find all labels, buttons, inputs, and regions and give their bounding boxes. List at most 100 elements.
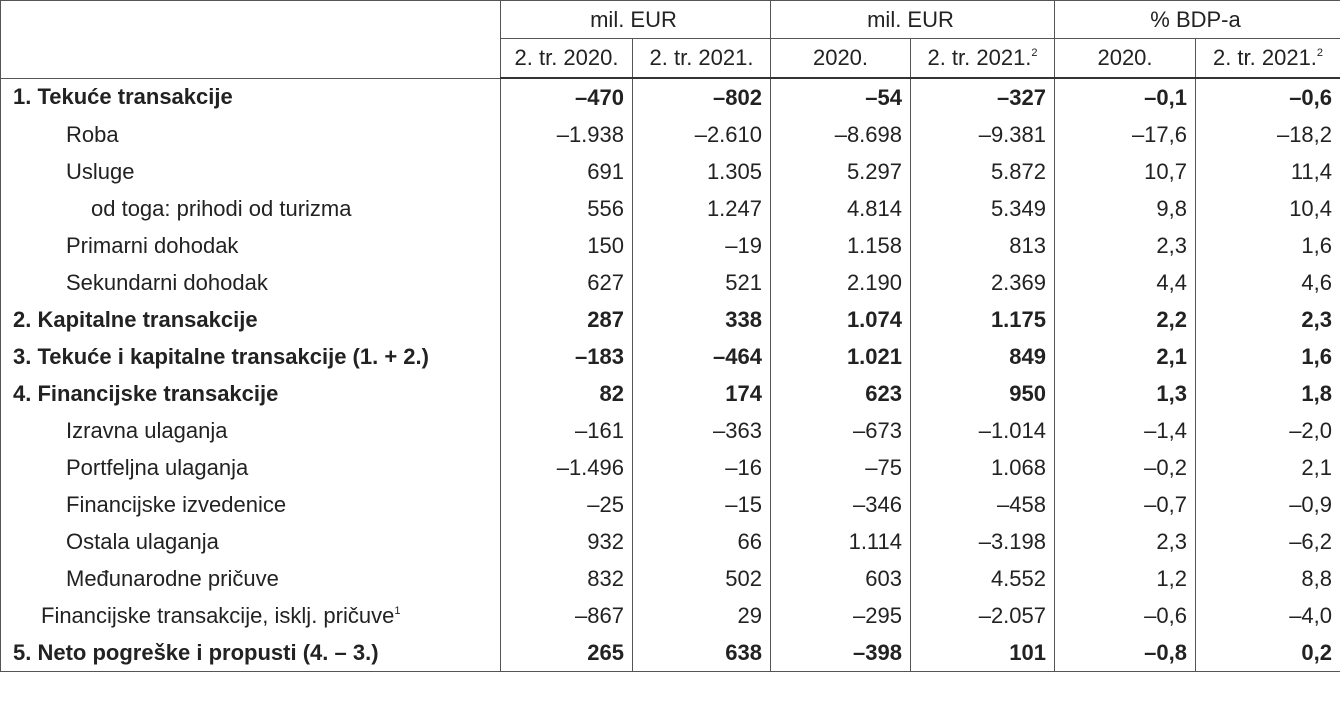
value-cell: –2.610 — [632, 116, 771, 153]
data-row: Primarni dohodak 150 –19 1.158 813 2,3 1,6 — [0, 227, 1340, 264]
value-cell: 82 — [500, 375, 633, 412]
row-label-text: 2. Kapitalne transakcije — [13, 306, 258, 332]
data-row: 3. Tekuće i kapitalne transakcije (1. + … — [0, 338, 1340, 375]
value-cell: –470 — [500, 78, 633, 116]
value-cell: –0,2 — [1054, 449, 1196, 486]
value-cell: 66 — [632, 523, 771, 560]
value-cell: –9.381 — [910, 116, 1055, 153]
row-label: 5. Neto pogreške i propusti (4. – 3.) — [0, 634, 501, 672]
value-cell: 2.190 — [770, 264, 911, 301]
value-cell: 603 — [770, 560, 911, 597]
value-cell: 1,8 — [1194, 375, 1340, 412]
column-header-text: 2. tr. 2021. — [927, 45, 1032, 70]
column-header-text: 2. tr. 2021. — [649, 45, 754, 70]
row-label: 1. Tekuće transakcije — [0, 78, 501, 116]
value-cell: 932 — [500, 523, 633, 560]
balance-table: mil. EUR mil. EUR% BDP-a 2. tr. 2020. 2. tr… — [0, 0, 1340, 672]
column-header: 2. tr. 2021.2 — [910, 38, 1055, 79]
column-header-text: 2. tr. 2021. — [1212, 45, 1317, 70]
value-cell: 1,3 — [1054, 375, 1196, 412]
group-header: mil. EUR — [500, 0, 771, 39]
row-label-text: od toga: prihodi od turizma — [91, 195, 352, 221]
row-label-text: Izravna ulaganja — [66, 417, 228, 443]
value-cell: 1.175 — [910, 301, 1055, 338]
value-cell: –1.938 — [500, 116, 633, 153]
value-cell: –1.496 — [500, 449, 633, 486]
value-cell: –15 — [632, 486, 771, 523]
value-cell: 627 — [500, 264, 633, 301]
value-cell: 1.305 — [632, 153, 771, 190]
value-cell: 2,2 — [1054, 301, 1196, 338]
value-cell: 4,6 — [1194, 264, 1340, 301]
data-row: Usluge 691 1.305 5.297 5.872 10,7 11,4 — [0, 153, 1340, 190]
column-header-text: 2020. — [812, 45, 869, 70]
value-cell: 10,4 — [1194, 190, 1340, 227]
value-cell: –18,2 — [1194, 116, 1340, 153]
row-label: Međunarodne pričuve — [0, 560, 501, 597]
value-cell: –398 — [770, 634, 911, 672]
value-cell: 832 — [500, 560, 633, 597]
value-cell: –0,6 — [1054, 597, 1196, 634]
column-header: 2. tr. 2021.2 — [1194, 38, 1340, 79]
data-row: Sekundarni dohodak 627 521 2.190 2.369 4,4 4,6 — [0, 264, 1340, 301]
row-label-text: Usluge — [66, 158, 135, 184]
value-cell: 174 — [632, 375, 771, 412]
value-cell: 4.814 — [770, 190, 911, 227]
value-cell: 5.297 — [770, 153, 911, 190]
value-cell: 1.247 — [632, 190, 771, 227]
value-cell: –8.698 — [770, 116, 911, 153]
row-label-text: 4. Financijske transakcije — [13, 380, 279, 406]
row-label-text: Financijske izvedenice — [66, 491, 287, 517]
value-cell: 0,2 — [1194, 634, 1340, 672]
row-label: 4. Financijske transakcije — [0, 375, 501, 412]
row-label: Usluge — [0, 153, 501, 190]
data-row: Ostala ulaganja 932 66 1.114 –3.198 2,3 –6,2 — [0, 523, 1340, 560]
value-cell: –346 — [770, 486, 911, 523]
value-cell: –327 — [910, 78, 1055, 116]
value-cell: –1,4 — [1054, 412, 1196, 449]
row-label-text: 1. Tekuće transakcije — [13, 84, 233, 110]
value-cell: 2,1 — [1194, 449, 1340, 486]
row-label: od toga: prihodi od turizma — [0, 190, 501, 227]
data-row: 5. Neto pogreške i propusti (4. – 3.) 265… — [0, 634, 1340, 672]
row-label: Financijske transakcije, isklj. pričuve1 — [0, 597, 501, 634]
value-cell: –183 — [500, 338, 633, 375]
column-header: 2. tr. 2020. — [500, 38, 633, 79]
value-cell: 2,3 — [1194, 301, 1340, 338]
value-cell: –17,6 — [1054, 116, 1196, 153]
data-row: 4. Financijske transakcije 82 174 623 950 1,3… — [0, 375, 1340, 412]
value-cell: 813 — [910, 227, 1055, 264]
value-cell: –0,9 — [1194, 486, 1340, 523]
value-cell: –1.014 — [910, 412, 1055, 449]
value-cell: –16 — [632, 449, 771, 486]
value-cell: 101 — [910, 634, 1055, 672]
value-cell: 1.158 — [770, 227, 911, 264]
value-cell: –3.198 — [910, 523, 1055, 560]
footnote-mark: 2 — [1316, 47, 1324, 59]
column-header-text: 2. tr. 2020. — [514, 45, 619, 70]
row-label: Portfeljna ulaganja — [0, 449, 501, 486]
data-row: 2. Kapitalne transakcije 287 338 1.074 1.175… — [0, 301, 1340, 338]
value-cell: –0,6 — [1194, 78, 1340, 116]
value-cell: –54 — [770, 78, 911, 116]
row-label-text: Financijske transakcije, isklj. pričuve — [41, 602, 395, 628]
value-cell: –75 — [770, 449, 911, 486]
data-row: od toga: prihodi od turizma 556 1.247 4.814… — [0, 190, 1340, 227]
value-cell: 1,6 — [1194, 338, 1340, 375]
footnote-mark: 1 — [394, 604, 401, 617]
column-header: 2020. — [1054, 38, 1196, 79]
column-header: 2020. — [770, 38, 911, 79]
data-row: 1. Tekuće transakcije –470 –802 –54 –327 –0,1… — [0, 78, 1340, 116]
value-cell: 638 — [632, 634, 771, 672]
value-cell: –802 — [632, 78, 771, 116]
value-cell: 521 — [632, 264, 771, 301]
value-cell: 1.114 — [770, 523, 911, 560]
value-cell: 2,1 — [1054, 338, 1196, 375]
value-cell: 9,8 — [1054, 190, 1196, 227]
value-cell: –2,0 — [1194, 412, 1340, 449]
value-cell: –25 — [500, 486, 633, 523]
row-label: Sekundarni dohodak — [0, 264, 501, 301]
group-header: mil. EUR — [770, 0, 1055, 39]
column-header-text: 2020. — [1097, 45, 1153, 70]
row-label-text: 3. Tekuće i kapitalne transakcije (1. + … — [13, 343, 429, 369]
